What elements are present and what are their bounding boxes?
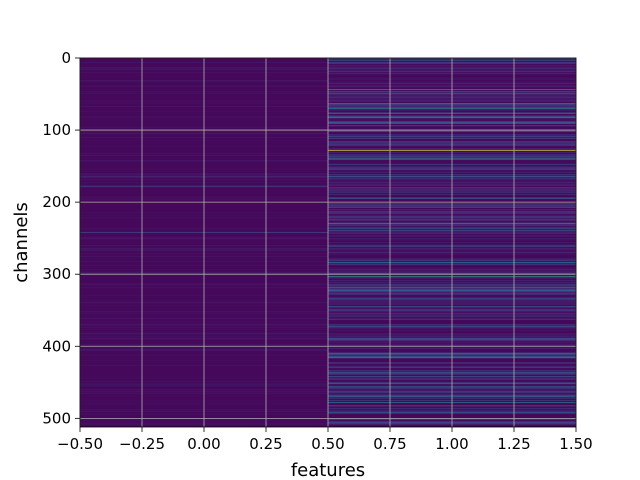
y-tick-label: 0 <box>61 49 71 67</box>
x-axis: −0.50 −0.25 0.00 0.25 0.50 0.75 1.00 1.25 1.50 <box>57 427 593 453</box>
y-tick-label: 400 <box>42 337 71 355</box>
y-tick-label: 500 <box>42 409 71 427</box>
y-axis: 0 100 200 300 400 500 <box>42 49 80 427</box>
x-tick-label: 0.75 <box>373 435 406 453</box>
y-tick-label: 200 <box>42 193 71 211</box>
x-tick-label: −0.25 <box>119 435 165 453</box>
x-tick-label: 0.00 <box>187 435 220 453</box>
y-axis-label: channels <box>11 202 32 283</box>
y-tick-label: 300 <box>42 265 71 283</box>
x-axis-label: features <box>291 460 365 480</box>
x-tick-label: 1.50 <box>559 435 592 453</box>
x-tick-label: 0.50 <box>311 435 344 453</box>
x-tick-label: 1.00 <box>435 435 468 453</box>
x-tick-label: 0.25 <box>249 435 282 453</box>
x-tick-label: 1.25 <box>497 435 530 453</box>
x-tick-label: −0.50 <box>57 435 103 453</box>
y-tick-label: 100 <box>42 121 71 139</box>
